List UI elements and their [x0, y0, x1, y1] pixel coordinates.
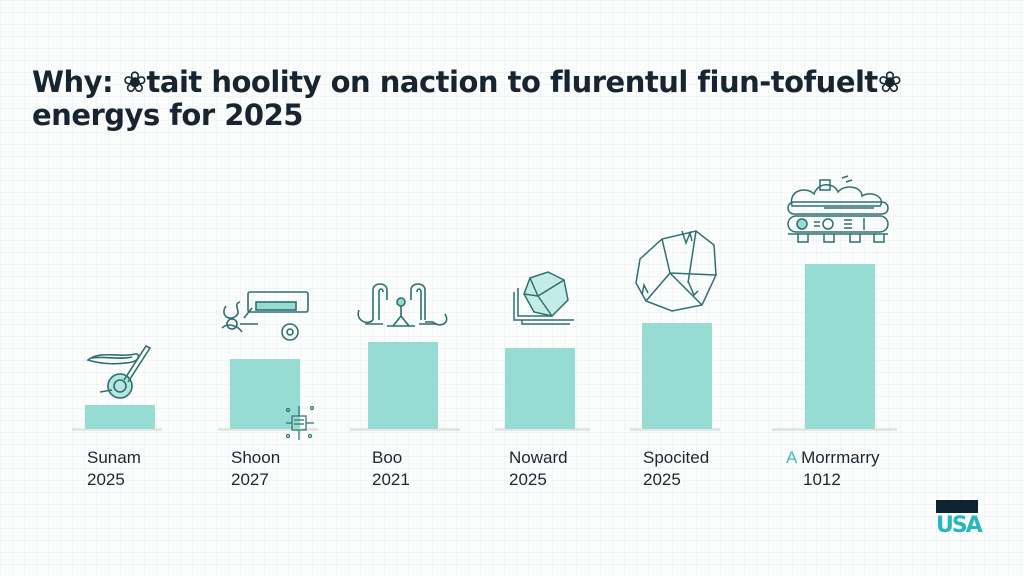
- chart-title: Why: ❀tait hoolity on naction to flurent…: [32, 66, 932, 132]
- title-line-1: Why: ❀tait hoolity on naction to flurent…: [32, 65, 902, 99]
- bar-sunam: [85, 405, 155, 429]
- baseline: [772, 428, 897, 431]
- bar-spocited: [642, 323, 712, 429]
- server-cloud-icon: [787, 175, 889, 243]
- logo-dark-bar: [936, 500, 978, 513]
- machinery-icon: [221, 291, 309, 341]
- category-label: Noward 2025: [509, 448, 568, 489]
- baseline: [350, 428, 460, 431]
- bar-boo: [368, 342, 438, 429]
- title-line-2: energys for 2025: [32, 98, 303, 132]
- logo-text: USA: [936, 513, 983, 538]
- polyhedron-icon: [635, 230, 717, 312]
- category-label: Shoon 2027: [231, 448, 281, 489]
- category-label: Boo 2021: [372, 448, 410, 489]
- baseline: [630, 428, 720, 431]
- bar-shoon: [230, 359, 300, 429]
- baseline: [72, 428, 162, 431]
- bar-noward: [505, 348, 575, 429]
- bar-morrmarry: [805, 264, 875, 429]
- crystal-cube-icon: [513, 271, 574, 325]
- circuit-chip-icon: [285, 405, 315, 440]
- label-prefix: A: [786, 448, 797, 467]
- industrial-pipes-icon: [357, 283, 448, 327]
- category-label: Sunam 2025: [87, 448, 141, 489]
- category-label: A Morrmarry 1012: [786, 448, 880, 489]
- category-label: Spocited 2025: [643, 448, 710, 489]
- baseline: [218, 428, 318, 431]
- usa-logo: USA: [936, 500, 983, 542]
- baseline: [495, 428, 590, 431]
- satellite-dish-icon: [86, 344, 152, 399]
